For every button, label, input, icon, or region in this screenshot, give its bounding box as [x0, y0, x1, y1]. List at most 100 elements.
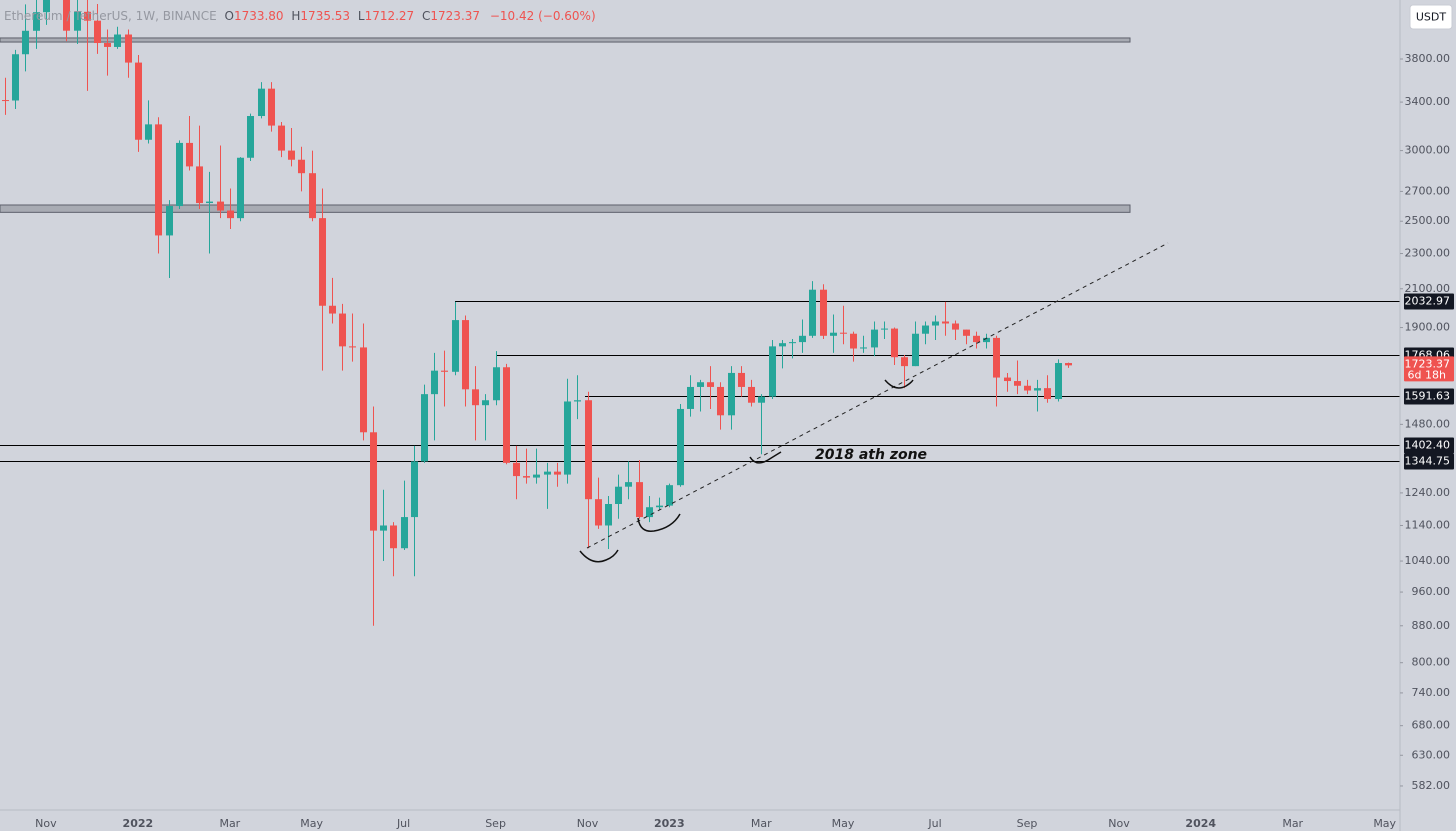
candle-body — [390, 525, 397, 549]
candle-body — [748, 386, 755, 403]
x-tick-label: Jul — [927, 817, 941, 830]
hand-drawn-curve — [637, 513, 681, 532]
candle-body — [850, 333, 857, 349]
candle-body — [22, 30, 29, 55]
candle-body — [707, 382, 714, 387]
y-tick-label: 2700.00 — [1405, 184, 1451, 197]
candle-body — [769, 346, 776, 397]
candle-body — [12, 54, 19, 101]
drawings: 2018 ath zone — [579, 242, 1169, 563]
candle-body — [605, 503, 612, 526]
hand-drawn-curve — [579, 549, 619, 563]
candle-body — [860, 347, 867, 349]
candle-body — [74, 11, 81, 31]
low-letter: L — [358, 9, 365, 23]
candle-body — [493, 367, 500, 401]
candle-body — [799, 335, 806, 343]
y-tick-label: 1900.00 — [1405, 321, 1451, 334]
candle-body — [319, 218, 326, 306]
candle-body — [1055, 363, 1062, 400]
level-badge — [1404, 453, 1454, 470]
candle-body — [738, 372, 745, 387]
y-tick-label: 960.00 — [1412, 585, 1451, 598]
candle-body — [1065, 363, 1072, 366]
high-letter: H — [291, 9, 300, 23]
candle-body — [1004, 377, 1011, 382]
candle-body — [217, 201, 224, 211]
candle-body — [523, 476, 530, 478]
candle-body — [452, 320, 459, 372]
candle-body — [278, 125, 285, 151]
candle-body — [482, 400, 489, 406]
y-tick-label: 1040.00 — [1405, 554, 1451, 567]
candle-body — [942, 321, 949, 324]
candle-body — [43, 0, 50, 13]
candle-body — [63, 0, 70, 31]
candle-body — [809, 289, 816, 336]
change-value: −10.42 (−0.60%) — [490, 9, 596, 23]
candle-body — [820, 289, 827, 336]
x-tick-label: 2022 — [123, 817, 154, 830]
y-tick-label: 740.00 — [1412, 686, 1451, 699]
candle-body — [615, 486, 622, 504]
x-tick-label: Mar — [219, 817, 240, 830]
candle-body — [922, 325, 929, 334]
candle-body — [288, 150, 295, 160]
candle-body — [625, 482, 632, 487]
candle-body — [125, 34, 132, 63]
open-letter: O — [224, 9, 233, 23]
candle-body — [779, 343, 786, 347]
candle-body — [758, 396, 765, 403]
candle-body — [360, 347, 367, 433]
candle-body — [247, 116, 254, 158]
candle-body — [2, 100, 9, 102]
low-value: 1712.27 — [365, 9, 415, 23]
candle-body — [891, 328, 898, 358]
candle-body — [268, 88, 275, 126]
candle-body — [585, 400, 592, 500]
level-label: 1344.75 — [1405, 455, 1451, 468]
candle-body — [84, 11, 91, 21]
candle-body — [94, 20, 101, 44]
x-tick-label: May — [832, 817, 855, 830]
close-letter: C — [422, 9, 430, 23]
level-label: 1402.40 — [1405, 439, 1451, 452]
level-label: 1591.63 — [1405, 390, 1451, 403]
currency-button[interactable] — [1409, 4, 1453, 30]
x-tick-label: May — [1373, 817, 1396, 830]
zone — [0, 204, 1131, 213]
candle-body — [687, 386, 694, 409]
hand-drawn-curve — [884, 379, 914, 389]
candle-body — [462, 320, 469, 390]
candle-body — [871, 329, 878, 348]
y-tick-label: 3400.00 — [1405, 95, 1451, 108]
candle-body — [1034, 388, 1041, 391]
y-tick-label: 2500.00 — [1405, 214, 1451, 227]
candle-body — [881, 328, 888, 330]
high-value: 1735.53 — [300, 9, 350, 23]
candle-body — [952, 323, 959, 330]
symbol: Ethereum / TetherUS, 1W, BINANCE — [4, 9, 217, 23]
close-value: 1723.37 — [430, 9, 480, 23]
candle-body — [728, 372, 735, 416]
candle-body — [1014, 381, 1021, 386]
y-tick-label: 880.00 — [1412, 619, 1451, 632]
candle-body — [431, 370, 438, 395]
x-tick-label: Nov — [1108, 817, 1130, 830]
candle-body — [564, 401, 571, 475]
y-tick-label: 3000.00 — [1405, 144, 1451, 157]
price-badge-label: 1723.37 — [1405, 357, 1451, 370]
candle-body — [33, 12, 40, 31]
candle-body — [401, 517, 408, 549]
candle-body — [186, 142, 193, 167]
candle-body — [830, 332, 837, 336]
candle-body — [789, 342, 796, 344]
candle-body — [135, 62, 142, 140]
currency-label[interactable]: USDT — [1416, 11, 1447, 24]
candle-body — [411, 461, 418, 518]
legend: Ethereum / TetherUS, 1W, BINANCE O1733.8… — [4, 9, 596, 23]
candle-body — [677, 408, 684, 486]
annotation: 2018 ath zone — [815, 447, 927, 463]
candle-body — [227, 210, 234, 219]
